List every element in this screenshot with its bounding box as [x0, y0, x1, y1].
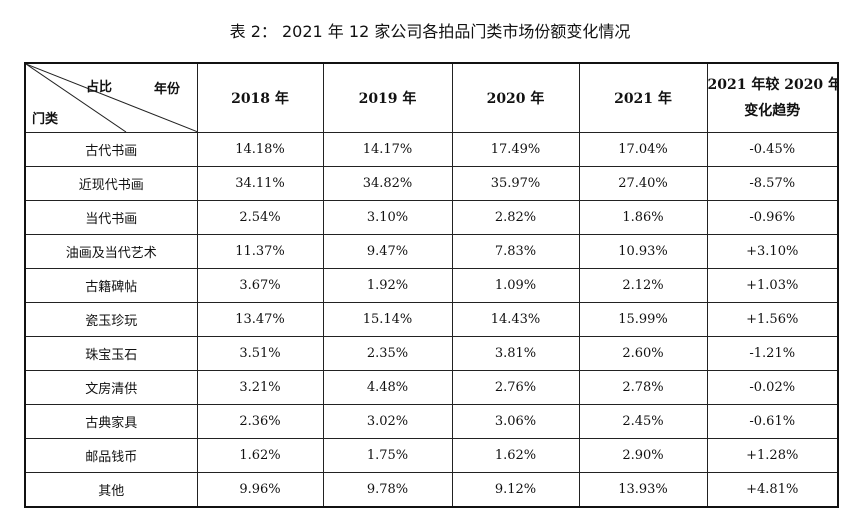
header-change-line1: 2021 年较 2020 年 [707, 77, 838, 93]
header-year-2018: 2018 年 [196, 62, 324, 133]
value-2021: 15.99% [578, 302, 708, 337]
diag-label-category: 门类 [32, 112, 59, 127]
market-share-table: 占比 年份 门类 2018 年 2019 年 2020 年 2021 年 202… [24, 62, 839, 508]
value-2020: 35.97% [451, 166, 580, 201]
value-2019: 3.10% [322, 200, 453, 235]
category-cell: 文房清供 [24, 370, 198, 405]
table-row: 其他 9.96% 9.78% 9.12% 13.93% +4.81% [24, 472, 839, 508]
value-2018: 14.18% [196, 132, 324, 167]
value-2019: 14.17% [322, 132, 453, 167]
value-2020: 2.82% [451, 200, 580, 235]
value-2021: 13.93% [578, 472, 708, 508]
table-row: 近现代书画 34.11% 34.82% 35.97% 27.40% -8.57% [24, 166, 839, 201]
value-change: -0.45% [706, 132, 839, 167]
header-year-2019: 2019 年 [322, 62, 453, 133]
value-2019: 9.47% [322, 234, 453, 269]
diagonal-header-cell: 占比 年份 门类 [24, 62, 198, 133]
value-change: -0.02% [706, 370, 839, 405]
value-2021: 2.12% [578, 268, 708, 303]
value-2019: 1.92% [322, 268, 453, 303]
value-2020: 7.83% [451, 234, 580, 269]
value-2020: 3.81% [451, 336, 580, 371]
value-2020: 1.09% [451, 268, 580, 303]
table-row: 邮品钱币 1.62% 1.75% 1.62% 2.90% +1.28% [24, 438, 839, 473]
value-2019: 15.14% [322, 302, 453, 337]
value-change: +1.56% [706, 302, 839, 337]
header-year-2020: 2020 年 [451, 62, 580, 133]
value-2019: 1.75% [322, 438, 453, 473]
value-change: +1.28% [706, 438, 839, 473]
value-2018: 3.51% [196, 336, 324, 371]
value-2018: 1.62% [196, 438, 324, 473]
value-2019: 3.02% [322, 404, 453, 439]
table-row: 油画及当代艺术 11.37% 9.47% 7.83% 10.93% +3.10% [24, 234, 839, 269]
value-2018: 13.47% [196, 302, 324, 337]
value-2018: 34.11% [196, 166, 324, 201]
value-change: -1.21% [706, 336, 839, 371]
value-2018: 3.67% [196, 268, 324, 303]
value-2018: 9.96% [196, 472, 324, 508]
table-row: 古代书画 14.18% 14.17% 17.49% 17.04% -0.45% [24, 132, 839, 167]
value-2020: 14.43% [451, 302, 580, 337]
category-cell: 古典家具 [24, 404, 198, 439]
value-2021: 17.04% [578, 132, 708, 167]
value-2019: 9.78% [322, 472, 453, 508]
value-2021: 2.90% [578, 438, 708, 473]
value-2018: 3.21% [196, 370, 324, 405]
category-cell: 其他 [24, 472, 198, 508]
category-cell: 珠宝玉石 [24, 336, 198, 371]
category-cell: 近现代书画 [24, 166, 198, 201]
table-row: 珠宝玉石 3.51% 2.35% 3.81% 2.60% -1.21% [24, 336, 839, 371]
table-row: 文房清供 3.21% 4.48% 2.76% 2.78% -0.02% [24, 370, 839, 405]
table-caption: 表 2： 2021 年 12 家公司各拍品门类市场份额变化情况 [229, 22, 631, 41]
value-2021: 2.78% [578, 370, 708, 405]
value-2019: 2.35% [322, 336, 453, 371]
value-2020: 9.12% [451, 472, 580, 508]
value-2019: 4.48% [322, 370, 453, 405]
value-2020: 2.76% [451, 370, 580, 405]
category-cell: 瓷玉珍玩 [24, 302, 198, 337]
value-2019: 34.82% [322, 166, 453, 201]
category-cell: 邮品钱币 [24, 438, 198, 473]
value-2018: 2.54% [196, 200, 324, 235]
value-2021: 2.45% [578, 404, 708, 439]
value-2020: 3.06% [451, 404, 580, 439]
value-change: -8.57% [706, 166, 839, 201]
header-row: 占比 年份 门类 2018 年 2019 年 2020 年 2021 年 202… [24, 62, 839, 133]
table-row: 古典家具 2.36% 3.02% 3.06% 2.45% -0.61% [24, 404, 839, 439]
category-cell: 当代书画 [24, 200, 198, 235]
category-cell: 油画及当代艺术 [24, 234, 198, 269]
header-year-2021: 2021 年 [578, 62, 708, 133]
value-change: +1.03% [706, 268, 839, 303]
category-cell: 古代书画 [24, 132, 198, 167]
value-2021: 27.40% [578, 166, 708, 201]
value-2021: 2.60% [578, 336, 708, 371]
value-2020: 1.62% [451, 438, 580, 473]
value-2021: 1.86% [578, 200, 708, 235]
value-change: +4.81% [706, 472, 839, 508]
diag-label-share: 占比 [86, 80, 113, 95]
header-change-trend: 2021 年较 2020 年 变化趋势 [706, 62, 839, 133]
header-change-line2: 变化趋势 [744, 103, 801, 119]
value-change: +3.10% [706, 234, 839, 269]
diagonal-lines [26, 64, 196, 132]
diag-label-year: 年份 [154, 82, 181, 97]
value-2018: 2.36% [196, 404, 324, 439]
value-2018: 11.37% [196, 234, 324, 269]
category-cell: 古籍碑帖 [24, 268, 198, 303]
value-2020: 17.49% [451, 132, 580, 167]
value-2021: 10.93% [578, 234, 708, 269]
table-row: 古籍碑帖 3.67% 1.92% 1.09% 2.12% +1.03% [24, 268, 839, 303]
value-change: -0.61% [706, 404, 839, 439]
table-row: 当代书画 2.54% 3.10% 2.82% 1.86% -0.96% [24, 200, 839, 235]
table-row: 瓷玉珍玩 13.47% 15.14% 14.43% 15.99% +1.56% [24, 302, 839, 337]
value-change: -0.96% [706, 200, 839, 235]
